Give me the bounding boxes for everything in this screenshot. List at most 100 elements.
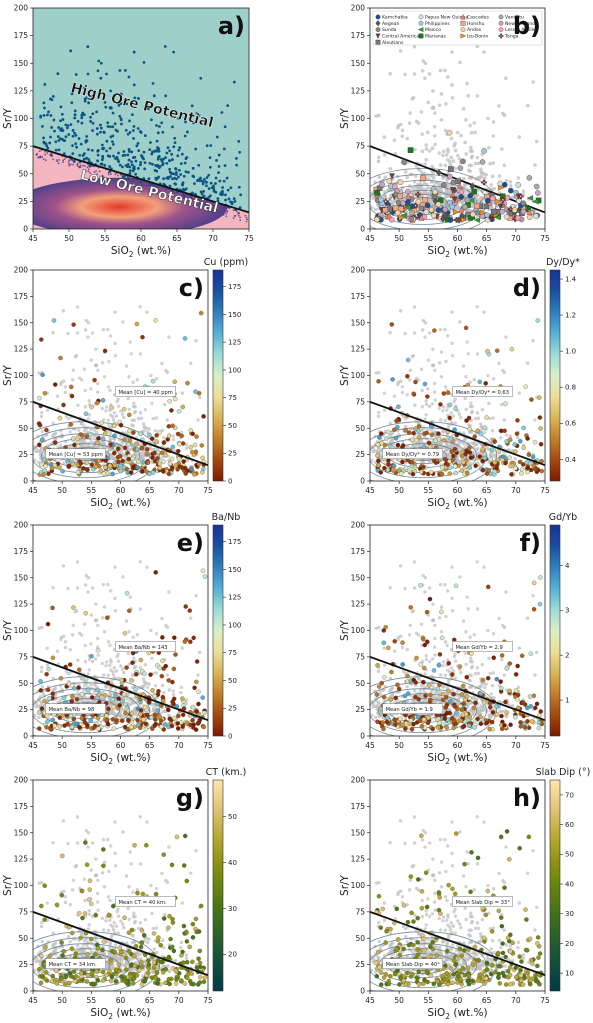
sample-point [214,190,218,194]
panel-letter: c) [179,274,204,302]
sample-point [180,441,186,446]
background-point [433,142,437,147]
edge-speck [150,187,153,190]
sample-point [75,443,81,449]
group-marker [501,182,508,188]
sample-point [72,160,76,163]
background-point [126,651,130,656]
background-point [87,399,91,403]
sample-point [43,83,47,86]
sample-point [176,713,181,719]
edge-speck [180,199,183,202]
y-tick-label: 150 [351,59,366,68]
background-point [106,385,111,389]
sample-point [139,180,143,184]
sample-point [174,167,178,171]
sample-point [154,433,159,438]
plot-area-e [33,560,208,736]
sample-point [36,442,42,448]
edge-speck [145,185,148,187]
sample-point [395,442,401,448]
sample-point [180,404,186,410]
sample-point [96,159,100,163]
background-point [64,669,69,674]
group-marker [394,210,401,216]
sample-point [171,158,174,161]
background-point [456,153,460,158]
sample-point [128,470,134,475]
background-point [33,445,37,449]
group-marker [378,196,384,203]
sample-point [85,96,89,100]
sample-point [477,379,483,385]
background-point [473,416,478,421]
background-point [433,111,437,115]
sample-point [208,194,212,198]
background-point [513,457,517,461]
sample-point [96,69,100,73]
y-tick-label: 175 [351,31,366,40]
background-point [469,145,473,150]
background-point [433,368,437,372]
background-point [431,347,435,351]
sample-point [433,438,438,443]
sample-point [41,472,47,477]
background-point [489,451,493,455]
x-tick-label: 60 [453,234,463,243]
sample-point [161,163,164,167]
group-marker [467,193,474,199]
sample-point [154,439,159,444]
legend-label: Papua New Guinea [425,15,468,21]
background-point [475,94,480,98]
background-point [392,138,397,143]
sample-point [394,418,399,424]
background-point [33,700,37,704]
sample-point [110,471,115,477]
background-point [87,413,91,417]
background-point [451,433,455,437]
background-point [392,394,397,398]
group-marker [408,216,415,222]
background-point [475,44,480,49]
edge-speck [160,194,162,197]
sample-point [486,467,492,473]
background-point [424,147,429,151]
sample-point [42,141,46,145]
background-point [113,354,118,358]
sample-point [118,422,124,428]
sample-point [117,160,121,163]
sample-point [81,154,85,157]
background-point [100,361,105,365]
edge-speck [223,206,226,209]
sample-point [382,465,387,471]
sample-point [100,398,106,403]
background-point [102,442,107,446]
sample-point [521,425,526,431]
sample-point [157,154,161,158]
background-point [100,616,105,620]
sample-point [175,448,181,454]
background-point [413,147,417,152]
background-point [113,596,117,601]
background-point [423,76,427,81]
sample-point [91,121,95,125]
edge-speck [120,178,123,180]
sample-point [229,186,233,190]
sample-point [75,436,80,442]
sample-point [73,113,77,117]
background-point [438,327,443,332]
edge-speck [114,173,117,176]
sample-point [161,440,167,445]
sample-point [111,140,114,143]
background-point [463,396,467,401]
background-point [390,437,394,441]
edge-speck [39,156,42,159]
sample-point [82,113,86,117]
sample-point [172,50,176,54]
sample-point [42,698,47,704]
background-point [113,565,117,569]
edge-speck [85,170,87,172]
background-point [382,135,387,139]
edge-speck [135,178,138,181]
